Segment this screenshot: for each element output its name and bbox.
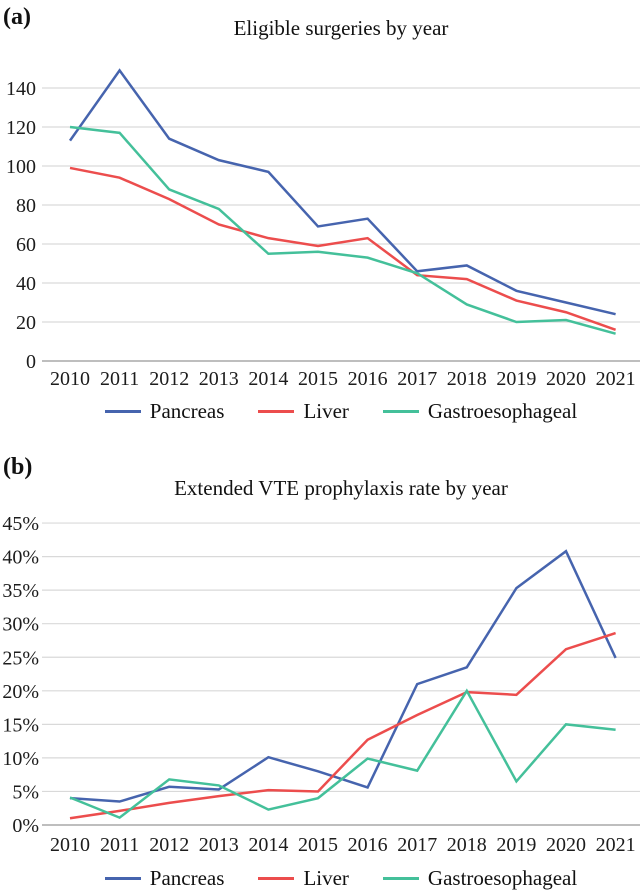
- svg-text:2020: 2020: [546, 834, 586, 856]
- legend-a: Pancreas Liver Gastroesophageal: [42, 399, 640, 424]
- svg-text:45%: 45%: [2, 513, 39, 535]
- svg-text:2019: 2019: [496, 834, 536, 856]
- svg-text:20%: 20%: [2, 681, 39, 703]
- pancreas-line-marker: [104, 877, 141, 880]
- svg-text:2011: 2011: [100, 834, 139, 856]
- legend-item-liver: Liver: [258, 399, 349, 424]
- chart-panel-a: (a) Eligible surgeries by year 0 20 40 60 80…: [3, 4, 640, 424]
- svg-text:35%: 35%: [2, 580, 39, 602]
- svg-text:2016: 2016: [348, 368, 388, 390]
- svg-text:2010: 2010: [50, 834, 90, 856]
- svg-text:2014: 2014: [248, 368, 288, 390]
- svg-text:2021: 2021: [596, 834, 636, 856]
- svg-text:10%: 10%: [2, 748, 39, 770]
- svg-text:2015: 2015: [298, 368, 338, 390]
- svg-text:20: 20: [16, 312, 36, 334]
- svg-text:2013: 2013: [199, 834, 239, 856]
- legend-label-gastroesophageal: Gastroesophageal: [427, 866, 578, 890]
- legend-label-liver: Liver: [303, 399, 349, 423]
- svg-text:2020: 2020: [546, 368, 586, 390]
- panel-label-a: (a): [3, 4, 31, 30]
- svg-text:2011: 2011: [100, 368, 139, 390]
- legend-item-gastroesophageal: Gastroesophageal: [382, 399, 578, 424]
- svg-text:2018: 2018: [447, 368, 487, 390]
- legend-item-pancreas: Pancreas: [104, 866, 225, 891]
- legend-label-pancreas: Pancreas: [149, 399, 225, 423]
- legend-label-gastroesophageal: Gastroesophageal: [427, 399, 578, 423]
- svg-text:80: 80: [16, 195, 36, 217]
- line-plot-b: 0% 5% 10% 15% 20% 25% 30% 35% 40% 45% 2010 2011 2012…: [2, 513, 640, 856]
- legend-item-gastroesophageal: Gastroesophageal: [382, 866, 578, 891]
- legend-item-liver: Liver: [258, 866, 349, 891]
- liver-line-marker: [258, 877, 295, 880]
- gastroesophageal-line-marker: [382, 410, 419, 413]
- svg-text:0%: 0%: [12, 815, 39, 837]
- legend-b: Pancreas Liver Gastroesophageal: [42, 866, 640, 891]
- chart-title-b: Extended VTE prophylaxis rate by year: [174, 476, 508, 500]
- legend-label-liver: Liver: [303, 866, 349, 890]
- legend-item-pancreas: Pancreas: [104, 399, 225, 424]
- pancreas-line-marker: [104, 410, 141, 413]
- svg-text:2016: 2016: [348, 834, 388, 856]
- svg-text:2021: 2021: [596, 368, 636, 390]
- svg-text:2012: 2012: [149, 368, 189, 390]
- svg-text:2014: 2014: [248, 834, 288, 856]
- svg-text:40%: 40%: [2, 547, 39, 569]
- svg-text:0: 0: [26, 351, 36, 373]
- svg-text:5%: 5%: [12, 781, 39, 803]
- svg-text:140: 140: [6, 78, 36, 100]
- chart-title-a: Eligible surgeries by year: [233, 16, 449, 40]
- svg-text:2015: 2015: [298, 834, 338, 856]
- liver-line-marker: [258, 410, 295, 413]
- svg-text:2017: 2017: [397, 834, 437, 856]
- panel-label-b: (b): [3, 454, 33, 480]
- svg-text:2019: 2019: [496, 368, 536, 390]
- legend-label-pancreas: Pancreas: [149, 866, 225, 890]
- svg-text:2010: 2010: [50, 368, 90, 390]
- svg-text:2012: 2012: [149, 834, 189, 856]
- svg-text:2017: 2017: [397, 368, 437, 390]
- chart-panel-b: (b) Extended VTE prophylaxis rate by yea…: [0, 446, 644, 892]
- line-plot-a: 0 20 40 60 80 100 120 140 2010 2011 2012 2013 2014 20…: [6, 68, 640, 390]
- svg-text:2013: 2013: [199, 368, 239, 390]
- svg-text:25%: 25%: [2, 647, 39, 669]
- svg-text:30%: 30%: [2, 614, 39, 636]
- svg-text:2018: 2018: [447, 834, 487, 856]
- svg-text:60: 60: [16, 234, 36, 256]
- svg-text:120: 120: [6, 117, 36, 139]
- gastroesophageal-line-marker: [382, 877, 419, 880]
- svg-text:100: 100: [6, 156, 36, 178]
- svg-text:15%: 15%: [2, 714, 39, 736]
- svg-text:40: 40: [16, 273, 36, 295]
